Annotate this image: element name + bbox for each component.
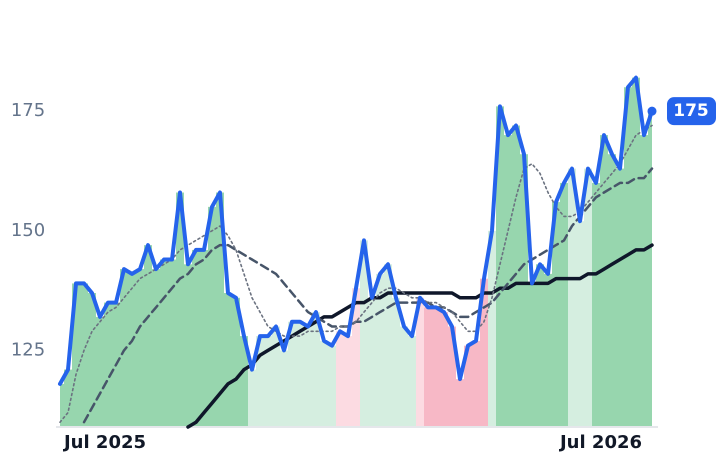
zone-area [120,269,128,427]
zone-area [536,264,544,427]
zone-area [344,336,352,427]
zone-area [304,326,312,427]
zone-area [104,302,112,427]
zone-area [648,111,652,428]
zone-area [96,316,104,427]
zone-area [240,336,248,427]
zone-area [488,230,496,427]
zone-area [208,206,216,427]
zone-area [328,345,336,427]
zone-area [352,288,360,427]
zone-area [400,326,408,427]
zone-area [552,202,560,427]
zone-area [176,192,184,427]
zone-area [576,221,584,427]
zone-area [408,336,416,427]
zone-area [624,87,632,427]
zone-area [160,259,168,427]
zone-area [448,326,456,427]
zone-area [224,293,232,427]
zone-area [472,340,480,427]
last-value-badge [667,97,716,126]
zone-area [424,307,432,427]
x-tick-label: Jul 2025 [62,432,146,453]
zone-area [320,340,328,427]
line-series [186,243,654,429]
zone-area [360,240,368,427]
zone-area [272,326,280,427]
zone-area [296,321,304,427]
zone-area [72,283,80,427]
zone-area [496,106,504,427]
zone-area [600,135,608,428]
y-tick-label: 125 [11,339,45,360]
zone-area [200,249,208,427]
zone-area [464,345,472,427]
zone-area [632,77,640,428]
line-series [58,75,654,386]
last-point [647,106,657,116]
zone-area [152,269,160,427]
zone-area [568,168,576,428]
zone-area [440,312,448,427]
zone-area [232,297,240,427]
zone-area [616,168,624,428]
zone-area [128,273,136,427]
zone-area [336,331,344,427]
zone-area [480,278,488,427]
zone-area [144,245,152,427]
zone-area [184,264,192,427]
zone-area [456,379,464,427]
zone-area [136,269,144,427]
zone-area [248,369,256,427]
zone-area [88,293,96,427]
zone-area [384,264,392,427]
zone-area [368,297,376,427]
y-tick-label: 150 [11,220,45,241]
line-series [82,167,654,424]
x-tick-label: Jul 2026 [558,432,642,453]
zone-area [416,297,424,427]
zone-area [512,125,520,427]
zone-area [640,135,648,428]
zone-area [264,336,272,427]
zone-area [584,168,592,428]
zone-area [560,182,568,427]
zone-area [544,273,552,427]
zone-area [608,154,616,427]
zone-area [592,182,600,427]
zone-area [288,321,296,427]
zone-area [216,192,224,427]
zone-area [80,283,88,427]
y-tick-label: 175 [11,100,45,121]
zone-area [504,135,512,428]
zone-area [432,307,440,427]
zone-area [168,259,176,427]
zone-area [60,383,64,427]
zone-area [312,312,320,427]
zone-area [392,297,400,427]
last-value-label: 175 [673,101,709,121]
zone-area [192,249,200,427]
zone-area [528,283,536,427]
zone-area [280,350,288,427]
zone-area [64,369,72,427]
zone-area [376,273,384,427]
zone-area [520,154,528,427]
zone-area [256,336,264,427]
